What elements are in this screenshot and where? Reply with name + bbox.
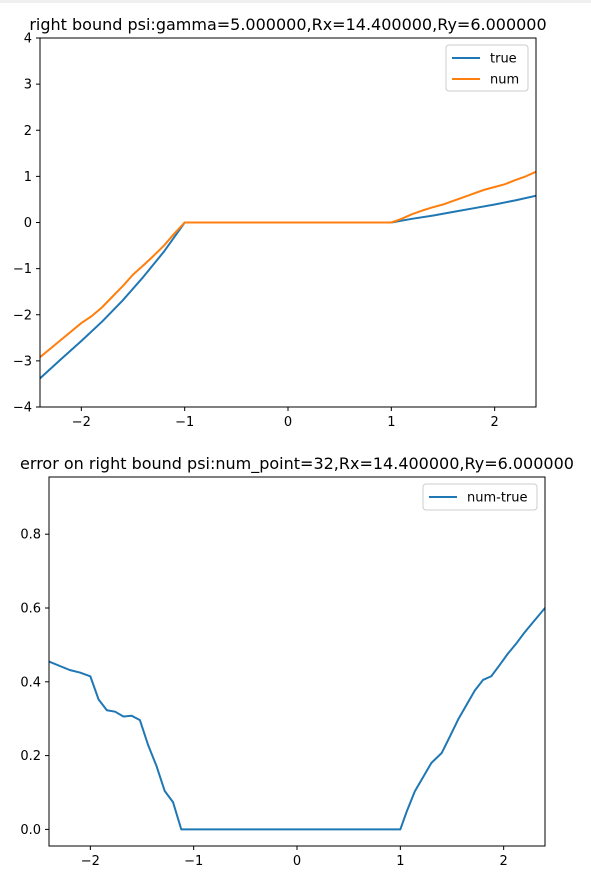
chart-title: error on right bound psi:num_point=32,Rx… xyxy=(20,454,574,474)
legend-box xyxy=(422,483,538,511)
x-tick-label: 2 xyxy=(491,415,499,430)
y-tick-label: 0.6 xyxy=(20,601,41,616)
series-line-num xyxy=(40,170,536,359)
legend-label-num: num xyxy=(490,73,519,88)
legend: true num xyxy=(445,44,529,92)
x-tick-label: 0 xyxy=(293,854,301,869)
x-tick-label: 1 xyxy=(387,415,395,430)
x-tick-label: −2 xyxy=(72,415,91,430)
chart-true-vs-num: right bound psi:gamma=5.000000,Rx=14.400… xyxy=(13,15,547,430)
y-tick-label: −3 xyxy=(13,354,32,369)
legend-label-num-true: num-true xyxy=(467,491,528,506)
x-tick-label: 1 xyxy=(396,854,404,869)
series-layer xyxy=(49,606,545,831)
chart-title: right bound psi:gamma=5.000000,Rx=14.400… xyxy=(29,15,546,34)
y-tick-label: 0.2 xyxy=(20,749,41,764)
x-tick-label: −1 xyxy=(184,854,203,869)
y-tick-label: 0 xyxy=(24,216,32,231)
y-tick-label: 0.8 xyxy=(20,528,41,543)
series-line-num-true xyxy=(49,606,545,831)
x-tick-label: 0 xyxy=(284,415,292,430)
ticks-layer: −2 −1 0 1 2 −4 −3 −2 −1 0 1 2 3 4 xyxy=(13,32,499,431)
top-edge-strip xyxy=(0,0,591,3)
y-tick-label: 3 xyxy=(24,78,32,93)
y-tick-label: 0.0 xyxy=(20,823,41,838)
legend-label-true: true xyxy=(490,52,517,67)
ticks-layer: −2 −1 0 1 2 0.0 0.2 0.4 0.6 0.8 xyxy=(20,528,507,869)
y-tick-label: −4 xyxy=(13,401,32,416)
y-tick-label: 2 xyxy=(24,124,32,139)
y-tick-label: 0.4 xyxy=(20,675,41,690)
legend: num-true xyxy=(422,483,538,511)
y-tick-label: 4 xyxy=(24,32,32,47)
series-layer xyxy=(40,170,536,380)
x-tick-label: 2 xyxy=(500,854,508,869)
x-tick-label: −2 xyxy=(81,854,100,869)
x-tick-label: −1 xyxy=(175,415,194,430)
y-tick-label: −2 xyxy=(13,308,32,323)
y-tick-label: −1 xyxy=(13,262,32,277)
chart-error: error on right bound psi:num_point=32,Rx… xyxy=(20,454,574,869)
y-tick-label: 1 xyxy=(24,170,32,185)
